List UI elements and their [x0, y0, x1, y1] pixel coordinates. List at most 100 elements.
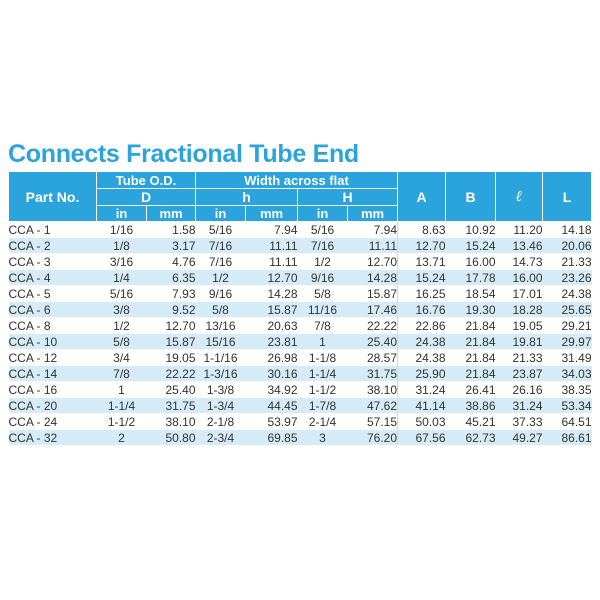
- cell-l-upper: 23.26: [542, 269, 592, 286]
- cell-b: 18.54: [445, 285, 496, 302]
- header-h-upper: H: [297, 188, 398, 206]
- table-row: CCA - 12 3/4 19.05 1-1/16 26.98 1-1/8 28.57 24.…: [8, 349, 592, 366]
- cell-H-in: 11/16: [297, 301, 348, 318]
- cell-H-mm: 7.94: [347, 221, 398, 238]
- cell-a: 22.86: [397, 317, 446, 334]
- cell-tube-od-mm: 1.58: [146, 221, 196, 238]
- cell-part-no: CCA - 1: [8, 221, 97, 238]
- cell-l-lower: 18.28: [495, 301, 543, 318]
- cell-H-in: 1-7/8: [297, 397, 348, 414]
- cell-tube-od-mm: 6.35: [146, 269, 196, 286]
- cell-a: 50.03: [397, 413, 446, 430]
- cell-a: 25.90: [397, 365, 446, 382]
- unit-in: in: [195, 205, 246, 222]
- cell-tube-od-mm: 12.70: [146, 317, 196, 334]
- cell-l-upper: 34.03: [542, 365, 592, 382]
- cell-l-lower: 49.27: [495, 429, 543, 445]
- cell-l-upper: 25.65: [542, 301, 592, 318]
- cell-h-in: 15/16: [195, 333, 246, 350]
- cell-H-in: 1: [297, 333, 348, 350]
- unit-in: in: [297, 205, 348, 222]
- cell-a: 13.71: [397, 253, 446, 270]
- cell-h-mm: 23.81: [245, 333, 298, 350]
- cell-tube-od-in: 1-1/2: [96, 413, 147, 430]
- cell-b: 15.24: [445, 237, 496, 254]
- cell-l-upper: 14.18: [542, 221, 592, 238]
- cell-tube-od-mm: 38.10: [146, 413, 196, 430]
- table-row: CCA - 3 3/16 4.76 7/16 11.11 1/2 12.70 13.71 16.…: [8, 253, 592, 270]
- cell-h-in: 5/16: [195, 221, 246, 238]
- table-row: CCA - 5 5/16 7.93 9/16 14.28 5/8 15.87 16.25 18.…: [8, 285, 592, 302]
- cell-l-lower: 13.46: [495, 237, 543, 254]
- cell-a: 16.76: [397, 301, 446, 318]
- cell-h-mm: 53.97: [245, 413, 298, 430]
- cell-l-lower: 26.16: [495, 381, 543, 398]
- cell-h-in: 2-1/8: [195, 413, 246, 430]
- header-b: B: [445, 171, 496, 222]
- cell-tube-od-in: 1: [96, 381, 147, 398]
- cell-H-mm: 28.57: [347, 349, 398, 366]
- cell-H-mm: 47.62: [347, 397, 398, 414]
- cell-part-no: CCA - 24: [8, 413, 97, 430]
- cell-b: 17.78: [445, 269, 496, 286]
- cell-b: 45.21: [445, 413, 496, 430]
- cell-h-mm: 14.28: [245, 285, 298, 302]
- cell-b: 21.84: [445, 365, 496, 382]
- cell-l-upper: 24.38: [542, 285, 592, 302]
- cell-H-in: 7/16: [297, 237, 348, 254]
- cell-tube-od-in: 1-1/4: [96, 397, 147, 414]
- cell-a: 15.24: [397, 269, 446, 286]
- cell-H-mm: 57.15: [347, 413, 398, 430]
- cell-h-mm: 12.70: [245, 269, 298, 286]
- cell-H-mm: 11.11: [347, 237, 398, 254]
- cell-tube-od-mm: 50.80: [146, 429, 196, 445]
- cell-part-no: CCA - 8: [8, 317, 97, 334]
- cell-H-in: 5/8: [297, 285, 348, 302]
- spec-table: Part No. Tube O.D. Width across flat A B…: [8, 171, 592, 445]
- cell-h-in: 7/16: [195, 253, 246, 270]
- cell-tube-od-mm: 22.22: [146, 365, 196, 382]
- cell-tube-od-mm: 25.40: [146, 381, 196, 398]
- cell-H-mm: 31.75: [347, 365, 398, 382]
- unit-mm: mm: [146, 205, 196, 222]
- cell-part-no: CCA - 5: [8, 285, 97, 302]
- cell-h-mm: 44.45: [245, 397, 298, 414]
- cell-H-mm: 76.20: [347, 429, 398, 445]
- table-row: CCA - 32 2 50.80 2-3/4 69.85 3 76.20 67.56 62.73…: [8, 429, 592, 445]
- cell-l-lower: 11.20: [495, 221, 543, 238]
- cell-h-in: 1-3/16: [195, 365, 246, 382]
- table-row: CCA - 16 1 25.40 1-3/8 34.92 1-1/2 38.10 31.24 2…: [8, 381, 592, 398]
- cell-h-in: 1-3/4: [195, 397, 246, 414]
- cell-h-in: 1/2: [195, 269, 246, 286]
- cell-H-in: 7/8: [297, 317, 348, 334]
- cell-h-mm: 20.63: [245, 317, 298, 334]
- cell-tube-od-in: 5/8: [96, 333, 147, 350]
- cell-tube-od-in: 1/8: [96, 237, 147, 254]
- table-row: CCA - 10 5/8 15.87 15/16 23.81 1 25.40 24.38 21.…: [8, 333, 592, 350]
- cell-a: 24.38: [397, 333, 446, 350]
- cell-a: 8.63: [397, 221, 446, 238]
- cell-H-in: 2-1/4: [297, 413, 348, 430]
- header-tube-od: Tube O.D.: [96, 171, 196, 189]
- cell-tube-od-mm: 3.17: [146, 237, 196, 254]
- cell-tube-od-mm: 9.52: [146, 301, 196, 318]
- cell-h-in: 1-3/8: [195, 381, 246, 398]
- table-row: CCA - 20 1-1/4 31.75 1-3/4 44.45 1-7/8 47.62 41…: [8, 397, 592, 414]
- cell-l-lower: 19.05: [495, 317, 543, 334]
- cell-l-upper: 64.51: [542, 413, 592, 430]
- unit-in: in: [96, 205, 147, 222]
- cell-h-in: 9/16: [195, 285, 246, 302]
- cell-a: 31.24: [397, 381, 446, 398]
- table-row: CCA - 1 1/16 1.58 5/16 7.94 5/16 7.94 8.63 10.92…: [8, 221, 592, 238]
- cell-tube-od-mm: 7.93: [146, 285, 196, 302]
- header-width-across-flat: Width across flat: [195, 171, 398, 189]
- cell-H-mm: 15.87: [347, 285, 398, 302]
- cell-b: 16.00: [445, 253, 496, 270]
- cell-h-mm: 26.98: [245, 349, 298, 366]
- cell-tube-od-in: 3/4: [96, 349, 147, 366]
- cell-H-mm: 17.46: [347, 301, 398, 318]
- cell-h-in: 2-3/4: [195, 429, 246, 445]
- cell-l-upper: 53.34: [542, 397, 592, 414]
- cell-tube-od-mm: 15.87: [146, 333, 196, 350]
- cell-a: 24.38: [397, 349, 446, 366]
